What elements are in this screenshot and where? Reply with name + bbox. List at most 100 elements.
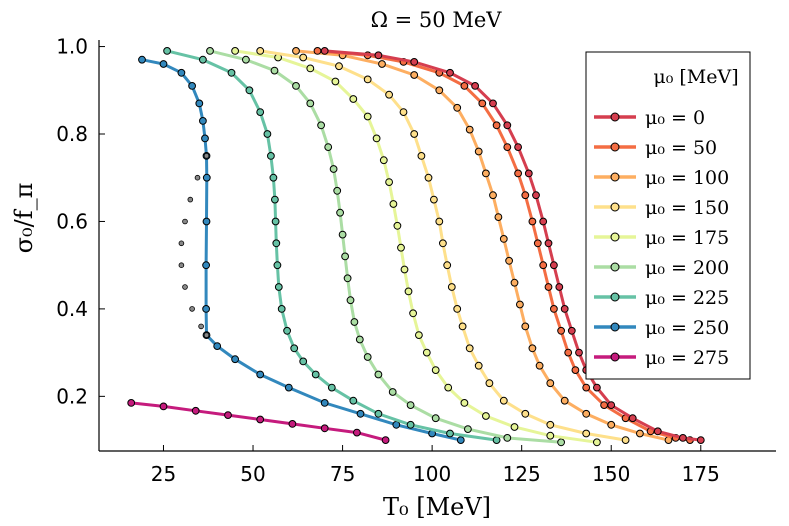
data-point <box>464 425 472 434</box>
data-point <box>621 436 630 445</box>
data-point <box>528 217 537 226</box>
data-point <box>582 409 591 418</box>
data-point <box>263 130 272 138</box>
legend-entry: μ₀ = 150 <box>594 197 729 219</box>
data-point <box>283 326 292 335</box>
unstable-branch <box>178 153 210 338</box>
data-point <box>355 335 364 344</box>
data-point <box>363 112 372 121</box>
unstable-point <box>198 323 204 330</box>
data-point <box>593 438 601 447</box>
chart-title: Ω = 50 MeV <box>371 8 503 32</box>
series <box>231 47 601 447</box>
legend-swatch-marker <box>610 142 620 152</box>
data-point <box>524 169 533 178</box>
data-point <box>393 221 402 230</box>
data-point <box>385 90 394 99</box>
data-point <box>188 82 197 90</box>
data-point <box>489 99 497 108</box>
legend-label: μ₀ = 150 <box>645 197 729 219</box>
data-point <box>320 424 329 433</box>
data-point <box>424 173 433 182</box>
series <box>292 47 673 445</box>
data-point <box>270 66 279 75</box>
data-point <box>557 438 565 447</box>
legend-entry: μ₀ = 0 <box>594 107 705 129</box>
series-line <box>234 49 598 444</box>
data-point <box>199 117 207 125</box>
legend-swatch-marker <box>610 262 620 272</box>
data-point <box>528 344 537 353</box>
data-point <box>533 239 542 248</box>
unstable-point <box>189 306 195 312</box>
data-point <box>327 383 336 392</box>
x-tick-label: 50 <box>240 462 265 486</box>
data-point <box>431 414 440 423</box>
data-point <box>482 169 490 178</box>
data-point <box>435 86 444 95</box>
data-point <box>557 326 565 335</box>
data-point <box>471 82 480 90</box>
data-point <box>202 261 211 270</box>
series-line <box>141 58 462 442</box>
x-tick-label: 25 <box>151 462 176 486</box>
legend-swatch-marker <box>610 322 620 332</box>
data-point <box>410 130 419 138</box>
data-point <box>696 436 705 445</box>
data-point <box>417 152 426 160</box>
data-point <box>600 401 608 410</box>
data-point <box>320 399 329 407</box>
unstable-point <box>187 196 194 203</box>
data-point <box>560 396 569 405</box>
series-line <box>317 49 691 442</box>
data-point <box>338 230 347 239</box>
data-point <box>521 322 530 331</box>
data-point <box>456 436 465 445</box>
data-point <box>333 186 342 195</box>
legend-entry: μ₀ = 175 <box>594 227 729 249</box>
data-point <box>460 399 469 407</box>
data-point <box>474 361 483 370</box>
data-point <box>242 55 250 64</box>
data-point <box>492 121 501 130</box>
legend-entry: μ₀ = 50 <box>594 137 717 159</box>
data-point <box>514 143 522 152</box>
data-point <box>409 309 418 318</box>
data-point <box>356 409 365 418</box>
data-point <box>272 239 281 248</box>
data-point <box>202 217 211 226</box>
data-point <box>503 143 512 152</box>
data-point <box>503 434 512 442</box>
data-point <box>288 420 297 428</box>
data-point <box>544 283 553 291</box>
data-point <box>435 217 444 226</box>
x-tick-label: 75 <box>330 462 355 486</box>
data-point <box>349 396 358 405</box>
data-point <box>499 396 508 405</box>
data-point <box>231 47 240 55</box>
data-point <box>343 274 352 283</box>
data-point <box>406 420 415 429</box>
data-point <box>271 217 280 226</box>
data-point <box>510 278 519 287</box>
x-axis-label: T₀ [MeV] <box>383 493 491 521</box>
legend-swatch-marker <box>610 112 620 122</box>
data-point <box>290 344 299 353</box>
series-line <box>324 49 701 442</box>
series-line <box>259 49 626 442</box>
legend-label: μ₀ = 225 <box>645 287 729 309</box>
data-point <box>284 383 293 392</box>
data-point <box>571 366 580 375</box>
legend-label: μ₀ = 50 <box>645 137 717 159</box>
series-line <box>295 49 669 442</box>
data-point <box>163 47 172 55</box>
data-point <box>324 143 333 152</box>
data-point <box>159 60 168 68</box>
data-point <box>381 436 390 445</box>
data-point <box>406 401 415 410</box>
data-point <box>202 305 211 313</box>
legend-label: μ₀ = 200 <box>645 257 729 279</box>
data-point <box>532 191 540 200</box>
legend-entry: μ₀ = 225 <box>594 287 729 309</box>
data-point <box>550 305 558 313</box>
